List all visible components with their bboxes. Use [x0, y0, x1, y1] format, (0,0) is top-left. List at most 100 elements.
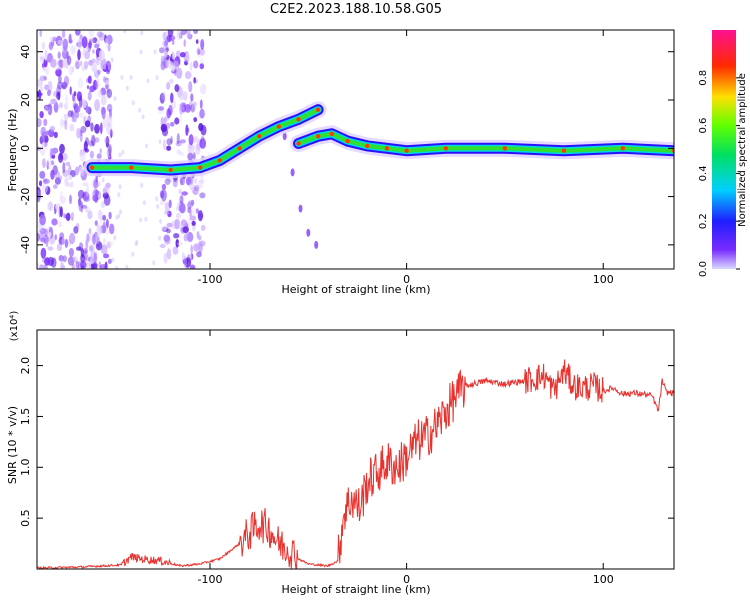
noise-point: [172, 246, 179, 255]
noise-point: [180, 219, 188, 227]
track-point: [168, 167, 173, 173]
track-point: [502, 146, 508, 151]
noise-point: [104, 34, 107, 44]
noise-point: [52, 165, 58, 176]
noise-point: [68, 39, 73, 44]
noise-point: [94, 43, 100, 49]
noise-point: [108, 108, 112, 120]
noise-point: [198, 123, 204, 132]
noise-point: [174, 218, 181, 230]
noise-point: [48, 231, 52, 238]
y-tick-label: -40: [19, 236, 32, 254]
noise-point: [190, 244, 193, 254]
y-tick-label: 1.5: [19, 408, 32, 426]
x-tick-label: 0: [403, 273, 410, 286]
noise-point: [159, 218, 162, 224]
noise-point: [57, 39, 63, 45]
noise-point: [168, 177, 173, 182]
noise-point: [37, 195, 41, 203]
noise-point: [188, 134, 194, 146]
noise-point: [60, 190, 63, 200]
noise-point: [187, 175, 194, 185]
noise-point: [79, 150, 86, 162]
noise-point: [75, 30, 81, 36]
noise-point: [44, 105, 51, 113]
noise-point: [186, 231, 194, 243]
noise-point: [139, 49, 143, 55]
noise-point: [113, 235, 117, 241]
noise-point: [68, 175, 73, 180]
noise-point: [41, 131, 46, 142]
noise-point: [123, 30, 127, 34]
noise-point: [183, 256, 187, 268]
noise-point: [39, 214, 46, 226]
noise-point: [57, 221, 63, 228]
noise-point: [94, 234, 101, 245]
spectrogram-panel: -100 0 100 -40 -20 0 20 40 Height of straight l…: [6, 29, 675, 296]
noise-point: [152, 260, 156, 266]
noise-point: [110, 57, 114, 63]
noise-point: [80, 265, 85, 269]
noise-point: [179, 177, 183, 186]
noise-point: [62, 120, 68, 125]
noise-point: [78, 200, 83, 212]
noise-point: [106, 218, 109, 229]
noise-point: [164, 178, 171, 185]
branch-point: [282, 132, 287, 141]
noise-point: [161, 183, 167, 191]
noise-point: [94, 99, 100, 112]
noise-point: [125, 264, 129, 269]
noise-point: [181, 191, 188, 196]
noise-point: [64, 119, 68, 131]
noise-point: [199, 108, 205, 119]
track-point: [217, 158, 222, 163]
noise-point: [118, 152, 122, 158]
noise-point: [64, 238, 69, 248]
noise-point: [49, 125, 56, 132]
noise-point: [83, 196, 90, 202]
noise-point: [69, 86, 72, 96]
noise-point: [63, 102, 69, 110]
noise-point: [184, 55, 189, 63]
y-tick-label: 0: [19, 145, 32, 152]
colorbar-label: Normalized spectral amplitude: [737, 73, 748, 227]
noise-point: [199, 63, 205, 70]
noise-point: [164, 40, 169, 47]
noise-point: [39, 75, 42, 85]
noise-point: [170, 135, 173, 145]
noise-point: [87, 91, 92, 101]
noise-point: [201, 137, 205, 149]
noise-point: [81, 204, 88, 209]
noise-point: [115, 214, 119, 220]
noise-point: [168, 199, 172, 209]
y-tick-label: 1.0: [19, 459, 32, 477]
noise-point: [180, 52, 186, 58]
track-point: [198, 165, 203, 170]
y-tick-label: 2.0: [19, 357, 32, 375]
noise-point: [193, 243, 200, 252]
noise-point: [51, 218, 58, 226]
noise-point: [98, 49, 105, 61]
noise-point: [58, 205, 62, 218]
noise-point: [163, 234, 170, 242]
noise-point: [69, 123, 75, 132]
noise-point: [50, 98, 57, 105]
noise-point: [85, 206, 89, 213]
snr-y-multiplier: (x10⁴): [9, 311, 20, 342]
noise-point: [175, 67, 183, 79]
noise-point: [76, 246, 82, 251]
noise-point: [89, 38, 92, 46]
noise-point: [195, 39, 199, 44]
noise-point: [192, 152, 196, 160]
noise-point: [155, 75, 159, 81]
track-point: [296, 141, 301, 146]
noise-point: [163, 252, 168, 264]
noise-point: [159, 47, 165, 54]
noise-point: [52, 36, 57, 42]
noise-point: [80, 125, 87, 134]
noise-point: [65, 94, 69, 103]
noise-point: [200, 83, 207, 95]
noise-point: [108, 211, 112, 220]
noise-point: [44, 49, 48, 62]
noise-point: [166, 138, 173, 146]
